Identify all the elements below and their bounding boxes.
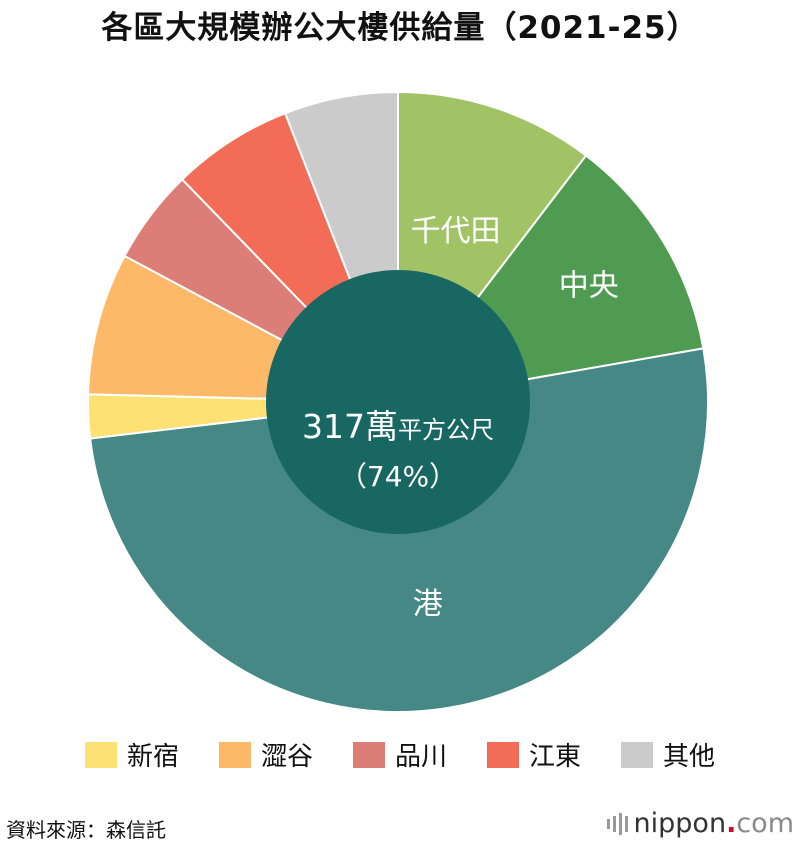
legend-swatch [84, 741, 117, 768]
center-value: 317萬 [302, 407, 398, 446]
legend-item-shinjuku: 新宿 [84, 736, 179, 773]
legend: 新宿 澀谷 品川 江東 其他 [0, 736, 800, 773]
brand-bars-icon [606, 812, 628, 835]
legend-swatch [621, 741, 654, 768]
legend-label: 品川 [394, 742, 447, 772]
center-unit: 平方公尺 [398, 416, 494, 444]
legend-swatch [487, 741, 519, 768]
legend-item-other: 其他 [621, 736, 715, 773]
center-value-label: 317萬平方公尺 [302, 407, 494, 446]
slice-label-2: 港 [413, 587, 443, 622]
slice-label-1: 中央 [559, 269, 619, 304]
legend-label: 其他 [663, 742, 716, 772]
legend-item-koto: 江東 [487, 736, 581, 773]
legend-item-shinagawa: 品川 [352, 736, 447, 773]
brand-dot: . [726, 808, 737, 839]
legend-item-shibuya: 澀谷 [218, 736, 313, 773]
brand-name: nippon [633, 808, 727, 839]
brand-tld: com [736, 808, 794, 839]
legend-label: 澀谷 [260, 742, 313, 772]
brand-logo[interactable]: nippon.com [606, 808, 794, 839]
slice-label-0: 千代田 [411, 214, 501, 249]
source-note: 資料來源：森信託 [6, 818, 166, 842]
legend-label: 新宿 [126, 742, 179, 772]
legend-swatch [218, 741, 251, 768]
center-percent: （74%） [339, 460, 457, 493]
center-disc [266, 270, 530, 534]
legend-swatch [352, 741, 385, 768]
legend-label: 江東 [529, 742, 582, 772]
chart-title: 各區大規模辦公大樓供給量（2021-25） [101, 10, 699, 46]
